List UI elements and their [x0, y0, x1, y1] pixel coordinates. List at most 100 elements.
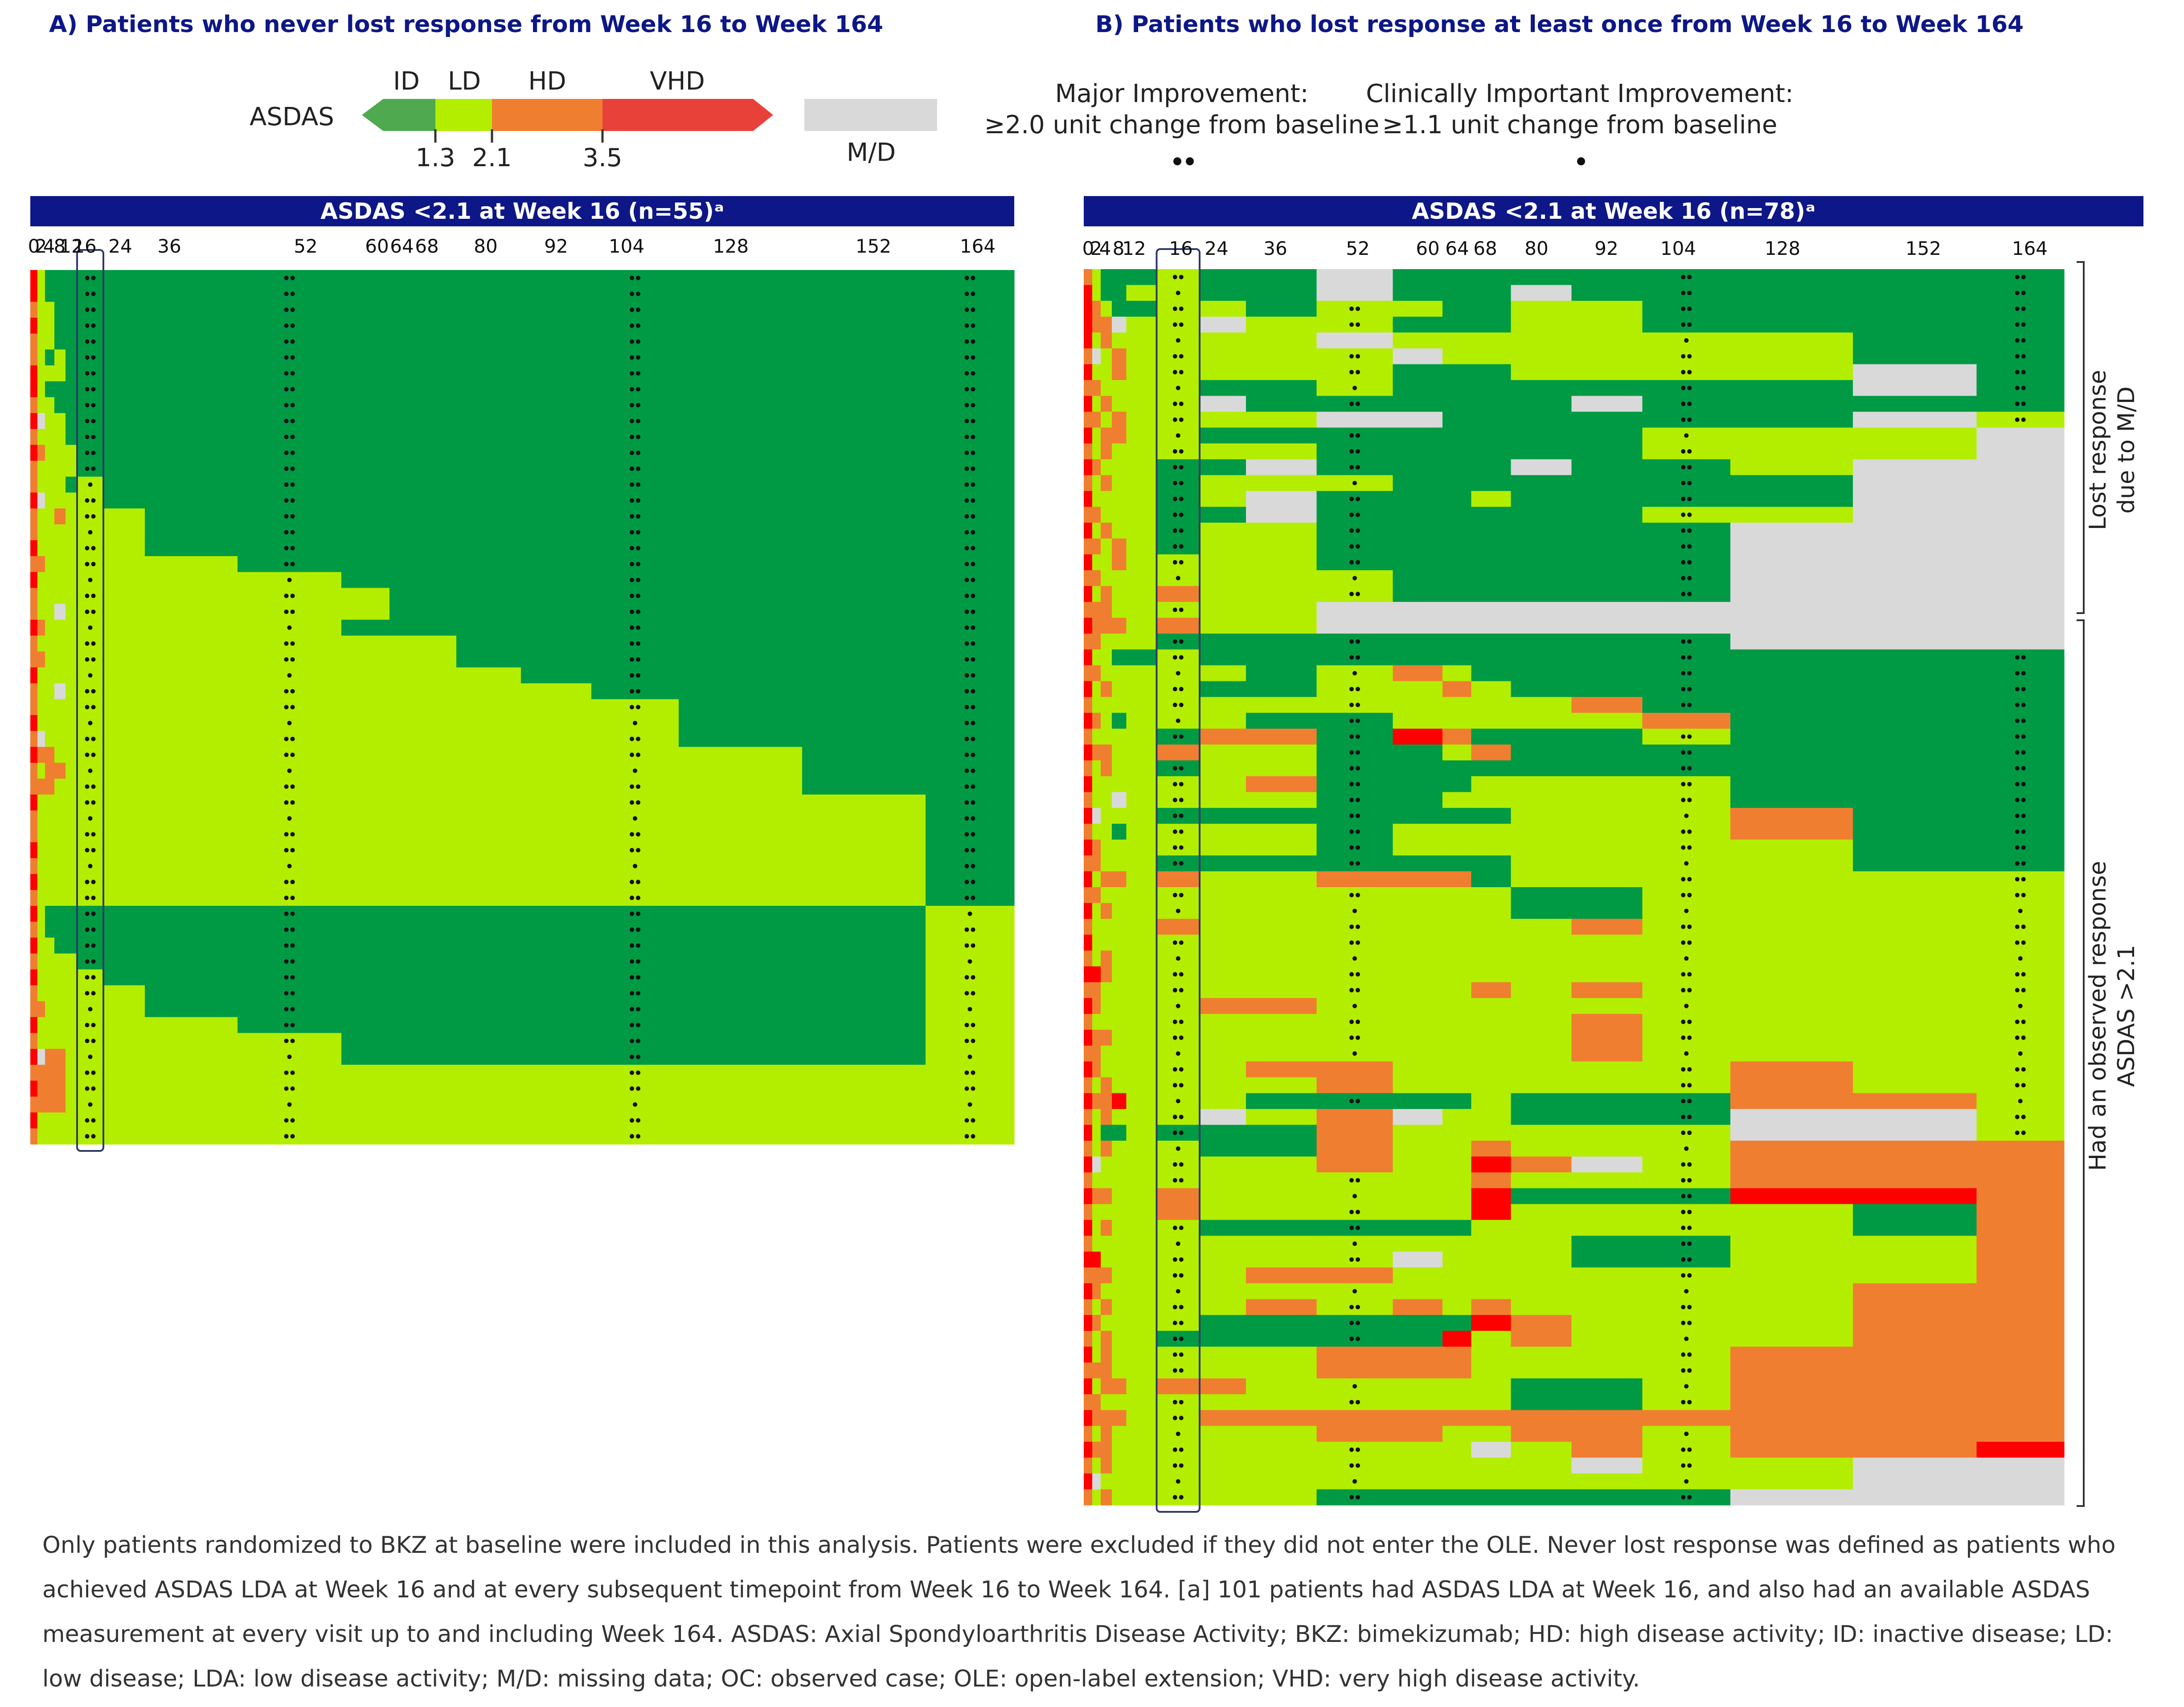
panel-b-cell: [1853, 633, 1977, 650]
panel-a-cell: [145, 969, 238, 986]
panel-a-cell: [802, 842, 926, 859]
panel-b-cell: [1642, 1156, 1731, 1173]
panel-a-cell: [54, 1001, 66, 1018]
panel-a-cell: [802, 969, 926, 986]
panel-a-cell: [78, 333, 103, 350]
panel-a-cell: [679, 461, 803, 477]
panel-b-cell: [1442, 570, 1472, 586]
panel-b-cell: [1101, 697, 1112, 713]
panel-b-cell: [1084, 966, 1093, 982]
panel-a-cell: [521, 826, 592, 843]
panel-b-major-improvement-dot: [1681, 1447, 1686, 1452]
panel-a-major-improvement-dot: [636, 1007, 640, 1011]
panel-a-cell: [591, 921, 679, 938]
panel-a-cell: [679, 476, 803, 493]
panel-a-cell: [389, 286, 415, 302]
panel-b-major-improvement-dot: [1349, 639, 1354, 644]
panel-b-cell: [1112, 792, 1127, 808]
panel-a-cell: [30, 302, 38, 318]
panel-b-major-improvement-dot: [1349, 1400, 1354, 1404]
panel-b-cell: [1571, 1283, 1643, 1300]
panel-b-cell: [1571, 744, 1643, 761]
panel-b-cell: [1642, 348, 1731, 364]
panel-b-cell: [1471, 301, 1512, 317]
panel-b-cell: [1157, 523, 1199, 539]
panel-a-cell: [389, 842, 415, 859]
panel-a-major-improvement-dot: [630, 1023, 634, 1027]
panel-b-cell: [1393, 554, 1443, 571]
panel-b-cell: [1571, 998, 1643, 1015]
panel-b-cell: [1126, 1030, 1158, 1046]
panel-b-cell: [1393, 792, 1443, 808]
panel-a-major-improvement-dot: [964, 800, 969, 805]
panel-a-cell: [521, 890, 592, 906]
panel-a-major-improvement-dot: [284, 880, 289, 884]
panel-b-cell: [1126, 776, 1158, 793]
panel-a-major-improvement-dot: [91, 323, 96, 328]
panel-b-cell: [1853, 1125, 1977, 1141]
panel-b-cell: [1316, 538, 1393, 555]
legend-arrow-vhd-segment: [602, 99, 773, 131]
panel-a-cell: [926, 890, 1015, 906]
panel-b-major-improvement-dot: [2015, 734, 2020, 739]
panel-a-cell: [102, 270, 145, 287]
panel-b-major-improvement-dot: [1681, 1273, 1686, 1278]
panel-b-cell: [1199, 1394, 1246, 1411]
panel-b-cell: [1126, 332, 1158, 349]
panel-a-cell: [802, 349, 926, 366]
panel-a-cell: [456, 969, 521, 986]
panel-a-cell: [591, 492, 679, 509]
panel-b-cell: [1101, 1394, 1112, 1411]
panel-b-cell: [1084, 396, 1093, 412]
panel-b-cell: [1084, 1141, 1093, 1157]
panel-a-major-improvement-dot: [91, 959, 96, 964]
panel-b-cell: [1316, 1109, 1393, 1126]
panel-b-major-improvement-dot: [1681, 1019, 1686, 1024]
legend-ld-segment: [435, 99, 492, 131]
panel-a-major-improvement-dot: [971, 594, 975, 598]
panel-b-major-improvement-dot: [1681, 496, 1686, 501]
panel-b-cell: [1084, 744, 1093, 761]
panel-a-cell: [78, 683, 103, 700]
panel-b-clinical-improvement-dot: [1684, 1146, 1689, 1151]
panel-b-cell: [1246, 1188, 1317, 1204]
panel-b-cell: [1393, 602, 1443, 618]
panel-b-cell: [1853, 332, 1977, 349]
panel-b-cell: [1471, 618, 1512, 634]
panel-a-cell: [414, 747, 457, 763]
panel-a-cell: [145, 1064, 238, 1081]
panel-b-cell: [1442, 966, 1472, 982]
panel-b-cell: [1101, 950, 1112, 967]
panel-b-clinical-improvement-dot: [1176, 291, 1180, 295]
panel-a-cell: [414, 524, 457, 541]
panel-a-cell: [45, 365, 55, 382]
panel-b-cell: [1084, 1125, 1093, 1141]
panel-b-major-improvement-dot: [1356, 718, 1360, 723]
panel-b-cell: [1126, 412, 1158, 428]
panel-b-cell: [1853, 1489, 1977, 1506]
panel-b-cell: [1112, 1045, 1127, 1062]
panel-a-cell: [591, 556, 679, 573]
panel-a-cell: [238, 635, 342, 652]
panel-a-major-improvement-dot: [630, 1039, 634, 1044]
panel-a-major-improvement-dot: [91, 657, 96, 662]
panel-a-cell: [37, 318, 45, 334]
legend-clinical-line2: ≥1.1 unit change from baseline: [1382, 111, 1778, 139]
panel-a-x-tick-label: 16: [73, 235, 96, 257]
panel-a-cell: [30, 874, 38, 890]
panel-a-cell: [102, 667, 145, 684]
panel-a-major-improvement-dot: [91, 975, 96, 980]
panel-b-cell: [1246, 665, 1317, 682]
panel-a-major-improvement-dot: [971, 434, 975, 439]
panel-a-major-improvement-dot: [284, 737, 289, 741]
panel-a-cell: [802, 762, 926, 779]
panel-b-major-improvement-dot: [1687, 1368, 1692, 1373]
panel-b-cell: [1199, 1188, 1246, 1204]
panel-b-major-improvement-dot: [1681, 655, 1686, 660]
panel-b-cell: [1976, 285, 2065, 301]
panel-b-cell: [1976, 665, 2065, 682]
panel-b-cell: [1199, 633, 1246, 650]
panel-b-major-improvement-dot: [1687, 782, 1692, 786]
panel-a-cell: [389, 874, 415, 890]
panel-a-major-improvement-dot: [91, 371, 96, 376]
